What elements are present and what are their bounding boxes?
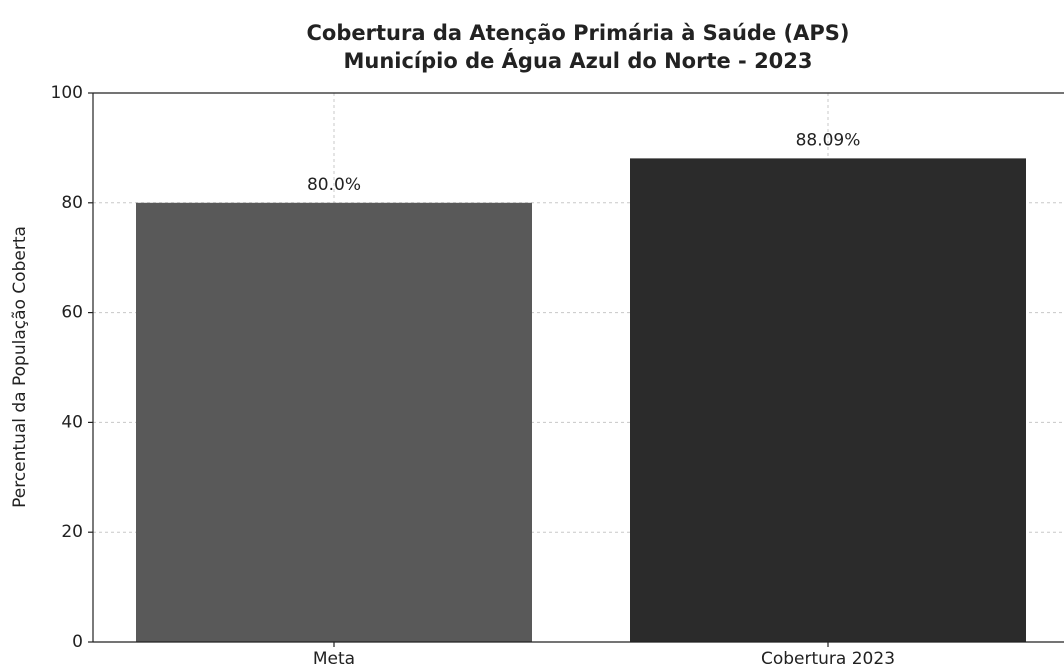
bar xyxy=(630,158,1026,642)
y-tick-label: 60 xyxy=(61,303,83,323)
chart-subtitle: Município de Água Azul do Norte - 2023 xyxy=(343,48,812,73)
x-tick-label: Cobertura 2023 xyxy=(761,649,895,666)
y-axis-label: Percentual da População Coberta xyxy=(10,226,30,508)
data-label: 88.09% xyxy=(796,130,861,150)
y-tick-label: 40 xyxy=(61,412,83,432)
bar xyxy=(136,202,532,643)
y-tick-label: 80 xyxy=(61,193,83,213)
data-label: 80.0% xyxy=(307,175,361,195)
y-tick-label: 100 xyxy=(51,83,83,103)
y-tick-label: 0 xyxy=(72,632,83,652)
x-tick-label: Meta xyxy=(313,649,355,666)
chart-title: Cobertura da Atenção Primária à Saúde (A… xyxy=(307,21,850,45)
y-tick-label: 20 xyxy=(61,522,83,542)
